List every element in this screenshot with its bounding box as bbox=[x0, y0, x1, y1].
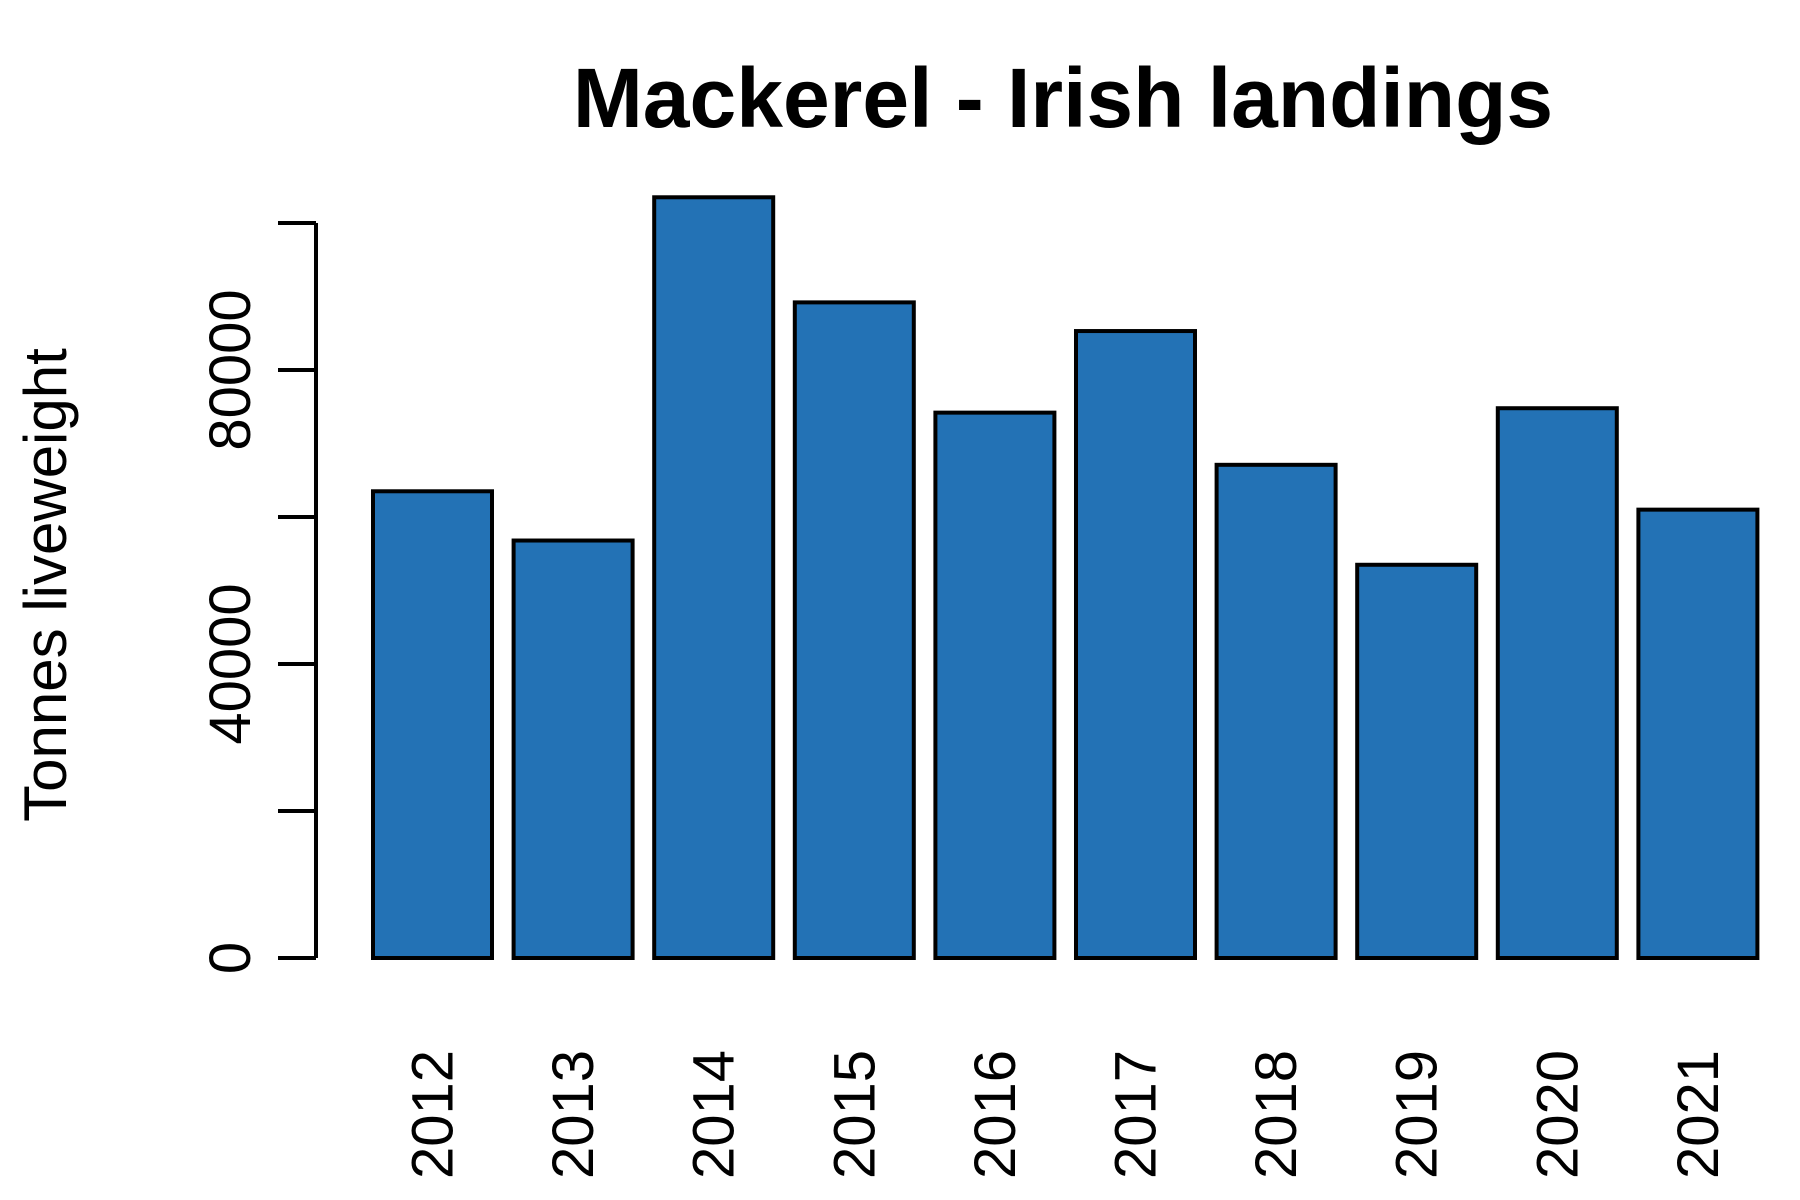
y-tick-label: 40000 bbox=[198, 583, 263, 744]
x-tick-label: 2014 bbox=[682, 1050, 747, 1179]
x-tick-label: 2020 bbox=[1525, 1050, 1590, 1179]
x-tick-label: 2021 bbox=[1666, 1050, 1731, 1179]
y-tick-label: 0 bbox=[198, 942, 263, 974]
chart-title: Mackerel - Irish landings bbox=[573, 51, 1553, 145]
bars bbox=[371, 195, 1760, 961]
x-tick-label: 2012 bbox=[401, 1050, 466, 1179]
bar-2016 bbox=[933, 410, 1057, 960]
bar-2014 bbox=[652, 195, 776, 960]
x-tick-label: 2019 bbox=[1385, 1050, 1450, 1179]
bar-2021 bbox=[1636, 507, 1760, 960]
x-tick-label: 2016 bbox=[963, 1050, 1028, 1179]
bar-2012 bbox=[371, 489, 494, 960]
bar-2013 bbox=[511, 538, 635, 961]
y-axis-label: Tonnes liveweight bbox=[12, 348, 79, 822]
x-tick-label: 2017 bbox=[1104, 1050, 1169, 1179]
x-tick-label: 2013 bbox=[541, 1050, 606, 1179]
x-tick-label: 2015 bbox=[822, 1050, 887, 1179]
bar-2015 bbox=[792, 300, 916, 960]
bar-2020 bbox=[1495, 406, 1619, 961]
bar-2018 bbox=[1214, 462, 1338, 960]
y-tick-label: 80000 bbox=[198, 289, 263, 450]
x-axis-labels: 2012 2013 2014 2015 2016 2017 2018 2019 2020 2021 bbox=[401, 1050, 1731, 1179]
bar-2019 bbox=[1355, 562, 1479, 961]
y-axis-ticks: 0 40000 80000 bbox=[198, 221, 316, 974]
x-tick-label: 2018 bbox=[1244, 1050, 1309, 1179]
bar-2017 bbox=[1074, 329, 1197, 961]
